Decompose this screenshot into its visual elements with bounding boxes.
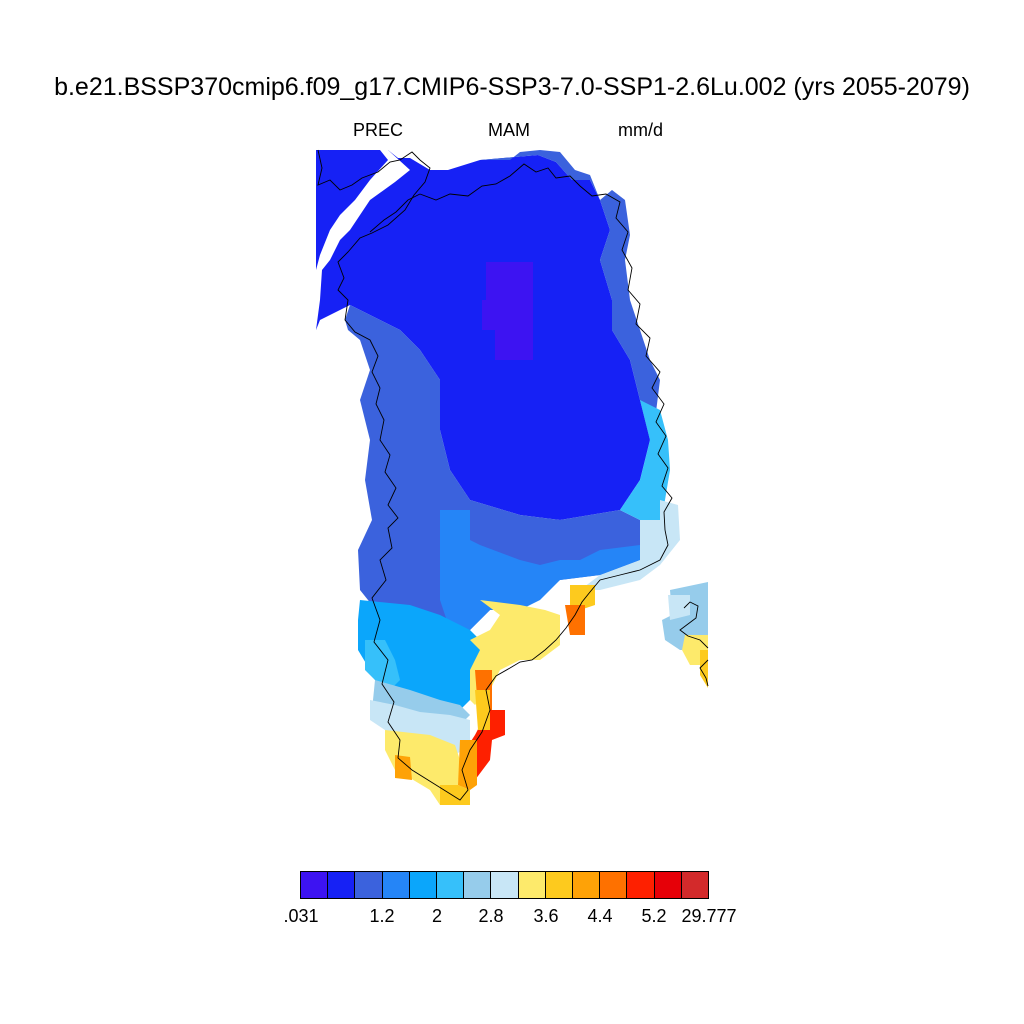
colorbar-swatch bbox=[491, 872, 519, 898]
colorbar-swatch bbox=[464, 872, 492, 898]
colorbar-swatch bbox=[600, 872, 628, 898]
field-region-southeast-coast-orange2 bbox=[458, 740, 477, 790]
colorbar-swatch bbox=[437, 872, 465, 898]
coastline-iceland bbox=[679, 601, 709, 687]
colorbar-swatch bbox=[328, 872, 356, 898]
units-label: mm/d bbox=[618, 120, 663, 140]
field-region-north-strip bbox=[316, 150, 388, 270]
colorbar-swatch bbox=[382, 872, 410, 898]
colorbar-label: 1.2 bbox=[369, 906, 395, 926]
field-region-interior-min bbox=[482, 262, 533, 360]
colorbar-label: 5.2 bbox=[641, 906, 667, 926]
field-region-south-tip-gold bbox=[440, 785, 470, 805]
field-region-south-orange bbox=[395, 755, 412, 780]
colorbar-label: 3.6 bbox=[533, 906, 559, 926]
field-region-southeast-coast-yellow bbox=[470, 600, 560, 705]
field-region-east-margin bbox=[600, 190, 660, 440]
colorbar-swatch bbox=[681, 872, 709, 898]
field-region-northeast-margin bbox=[480, 150, 600, 200]
colorbar-label: 2.8 bbox=[478, 906, 504, 926]
field-region-southeast-coast-gold bbox=[570, 585, 595, 610]
field-region-east-light bbox=[580, 500, 680, 590]
coastline-greenland-north bbox=[369, 193, 421, 233]
colorbar-swatch bbox=[355, 872, 383, 898]
colorbar-swatch bbox=[654, 872, 682, 898]
coastline-greenland-west bbox=[317, 149, 669, 801]
colorbar-label: 2 bbox=[431, 906, 443, 926]
colorbar-label: .031 bbox=[283, 906, 319, 926]
field-region-east-cyan bbox=[620, 400, 670, 520]
colorbar-swatch bbox=[301, 872, 329, 898]
colorbar-swatch bbox=[573, 872, 601, 898]
colorbar bbox=[300, 871, 709, 899]
field-region-iceland-light bbox=[668, 595, 690, 620]
colorbar-swatch bbox=[545, 872, 574, 898]
colorbar-swatch bbox=[627, 872, 655, 898]
field-region-southeast-coast-gold2 bbox=[475, 690, 490, 730]
precip-field bbox=[316, 150, 708, 805]
season-label: MAM bbox=[488, 120, 530, 140]
coastline bbox=[317, 149, 709, 801]
field-region-southeast-coast-orange bbox=[565, 605, 585, 635]
colorbar-label: 4.4 bbox=[587, 906, 613, 926]
coastline-greenland-east bbox=[419, 163, 673, 531]
colorbar-swatch bbox=[409, 872, 438, 898]
field-region-north bbox=[316, 150, 650, 520]
colorbar-swatch bbox=[518, 872, 546, 898]
plot-title: b.e21.BSSP370cmip6.f09_g17.CMIP6-SSP3-7.… bbox=[54, 73, 970, 101]
field-region-southwest-cyan bbox=[365, 640, 400, 690]
colorbar-label: 29.777 bbox=[681, 906, 737, 926]
field-region-south-mid bbox=[440, 510, 640, 630]
field-region-west bbox=[345, 305, 640, 640]
variable-label: PREC bbox=[353, 120, 404, 140]
